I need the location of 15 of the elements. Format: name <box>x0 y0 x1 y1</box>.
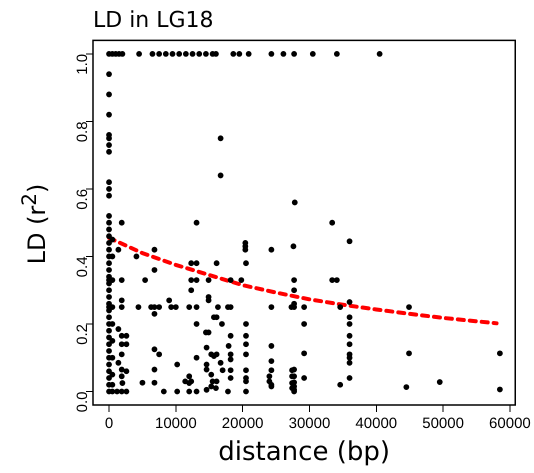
x-tick-label: 30000 <box>288 415 330 432</box>
y-tick-label: 1.0 <box>74 54 92 75</box>
x-tick-label: 0 <box>104 415 114 432</box>
y-tick-label: 0.2 <box>74 324 92 345</box>
x-tick-label: 60000 <box>489 415 531 432</box>
y-tick-label: 0.6 <box>74 188 92 210</box>
chart-title: LD in LG18 <box>93 8 214 33</box>
x-tick-label: 40000 <box>355 415 398 432</box>
y-tick-label: 0.8 <box>74 121 92 142</box>
x-axis-title: distance (bp) <box>218 437 390 468</box>
x-tick-label: 50000 <box>422 415 464 432</box>
x-tick-label: 10000 <box>154 415 197 432</box>
y-tick-label: 0.0 <box>74 391 92 412</box>
y-tick-label: 0.4 <box>74 256 92 278</box>
x-tick-label: 20000 <box>222 415 264 432</box>
